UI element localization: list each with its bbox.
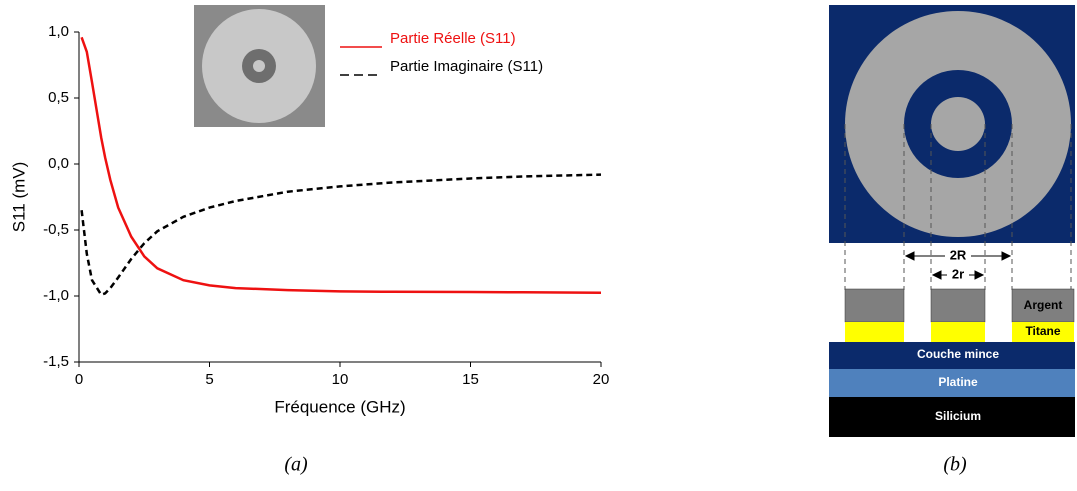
titane-blocks	[845, 322, 1074, 342]
inner-electrode	[931, 97, 985, 151]
outer-dimension: 2R	[950, 247, 967, 262]
layer-label: Silicium	[935, 409, 981, 423]
inner-dimension: 2r	[952, 266, 964, 281]
label-bg	[945, 248, 971, 264]
legend-label: Partie Réelle (S11)	[390, 30, 516, 47]
caption: (b)	[943, 454, 967, 476]
couche-mince-layer	[829, 342, 1075, 369]
inset-center	[253, 60, 265, 72]
series-line	[80, 36, 602, 294]
label-bg	[947, 267, 969, 283]
platine-layer	[829, 369, 1075, 397]
caption: (a)	[284, 454, 308, 476]
y-axis-label: S11 (mV)	[9, 162, 28, 233]
x-axis-label: Fréquence (GHz)	[274, 397, 405, 416]
layer-label: Titane	[1025, 324, 1060, 338]
layer-label: Platine	[938, 375, 978, 389]
layer-label: Couche mince	[917, 347, 999, 361]
silicium-layer	[829, 397, 1075, 437]
legend-label: Partie Imaginaire (S11)	[390, 58, 543, 75]
argent-blocks	[844, 288, 1075, 323]
x-tick-label: 20	[593, 371, 610, 388]
projection-lines	[844, 124, 1072, 290]
x-tick-label: 10	[332, 371, 349, 388]
x-tick-label: 5	[205, 371, 213, 388]
y-tick-label: 0,5	[48, 89, 69, 106]
x-tick-label: 15	[462, 371, 479, 388]
y-tick-label: 1,0	[48, 23, 69, 40]
x-tick-label: 0	[75, 371, 83, 388]
layer-label: Argent	[1024, 298, 1063, 312]
series-line	[80, 173, 602, 297]
y-tick-label: 0,0	[48, 155, 69, 172]
y-tick-label: -1,0	[43, 287, 69, 304]
y-tick-label: -1,5	[43, 353, 69, 370]
y-tick-label: -0,5	[43, 221, 69, 238]
